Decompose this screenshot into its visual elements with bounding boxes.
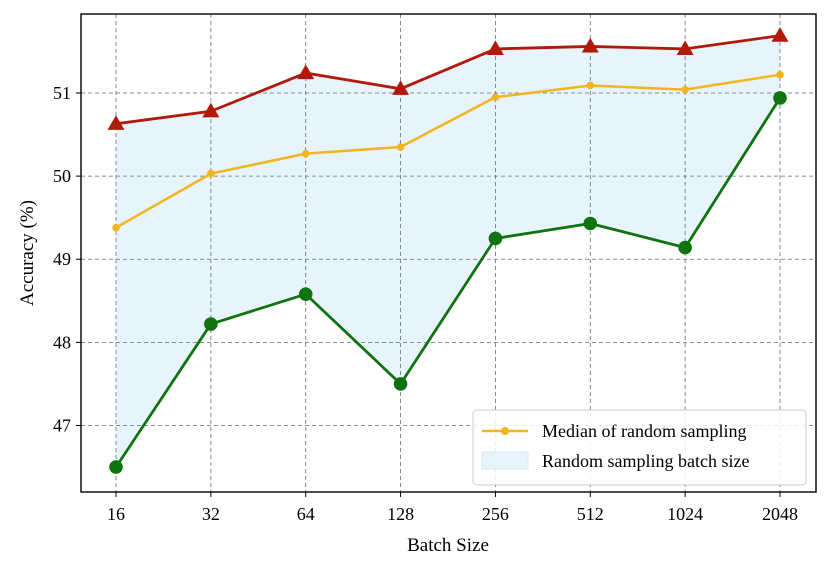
series-median-point [586, 81, 595, 90]
y-tick-label: 49 [53, 249, 71, 269]
y-tick-label: 51 [53, 83, 71, 103]
legend-median-label: Median of random sampling [542, 421, 746, 441]
series-max-point [202, 102, 220, 118]
series-median-point [776, 70, 784, 79]
series-median-point [301, 149, 310, 158]
series-max [107, 27, 789, 130]
y-tick-label: 48 [53, 332, 71, 352]
y-tick-labels: 47 48 49 50 51 [53, 83, 81, 435]
series-max-point [297, 64, 315, 80]
series-min-point [773, 91, 787, 105]
legend: Median of random sampling Random samplin… [472, 409, 807, 486]
series-median-point [681, 85, 689, 94]
plot-frame [80, 13, 817, 493]
series-min-point [583, 216, 598, 231]
x-tick-label: 512 [577, 504, 604, 524]
sampling-range-band [116, 35, 780, 468]
series-layer [107, 27, 789, 474]
series-max-point [486, 40, 504, 56]
y-axis-label: Accuracy (%) [17, 200, 38, 306]
legend-median-marker [501, 427, 509, 435]
legend-band-swatch [481, 451, 529, 470]
series-min-point [109, 460, 123, 474]
series-min-point [488, 231, 503, 246]
series-min-point [204, 317, 218, 331]
series-min-point [298, 287, 313, 301]
x-tick-labels: 16 32 64 128 256 512 1024 2048 [107, 492, 798, 524]
x-tick-label: 16 [107, 504, 125, 524]
series-median [112, 70, 784, 232]
series-max-point [392, 80, 410, 95]
series-min-point [678, 240, 692, 255]
series-median-line [115, 73, 781, 229]
series-median-point [396, 143, 405, 151]
series-min-point [393, 377, 408, 391]
series-max-point [676, 40, 694, 56]
x-tick-label: 2048 [762, 504, 798, 524]
series-median-point [491, 93, 500, 101]
series-max-point [771, 27, 789, 42]
x-tick-label: 128 [387, 504, 414, 524]
series-max-point [107, 115, 125, 130]
legend-box [472, 409, 807, 486]
series-median-point [207, 169, 215, 178]
x-tick-label: 1024 [667, 504, 703, 524]
series-max-point [581, 37, 599, 53]
x-tick-label: 64 [297, 504, 315, 524]
series-max-line [115, 34, 781, 126]
series-min-line [114, 97, 782, 468]
x-tick-label: 32 [202, 504, 220, 524]
y-tick-label: 47 [53, 415, 71, 435]
x-tick-label: 256 [482, 504, 509, 524]
x-axis-label: Batch Size [407, 535, 489, 556]
series-median-point [112, 223, 120, 232]
band-layer [116, 35, 780, 468]
y-tick-label: 50 [53, 166, 71, 186]
series-min [109, 91, 787, 474]
legend-band-label: Random sampling batch size [542, 451, 749, 471]
